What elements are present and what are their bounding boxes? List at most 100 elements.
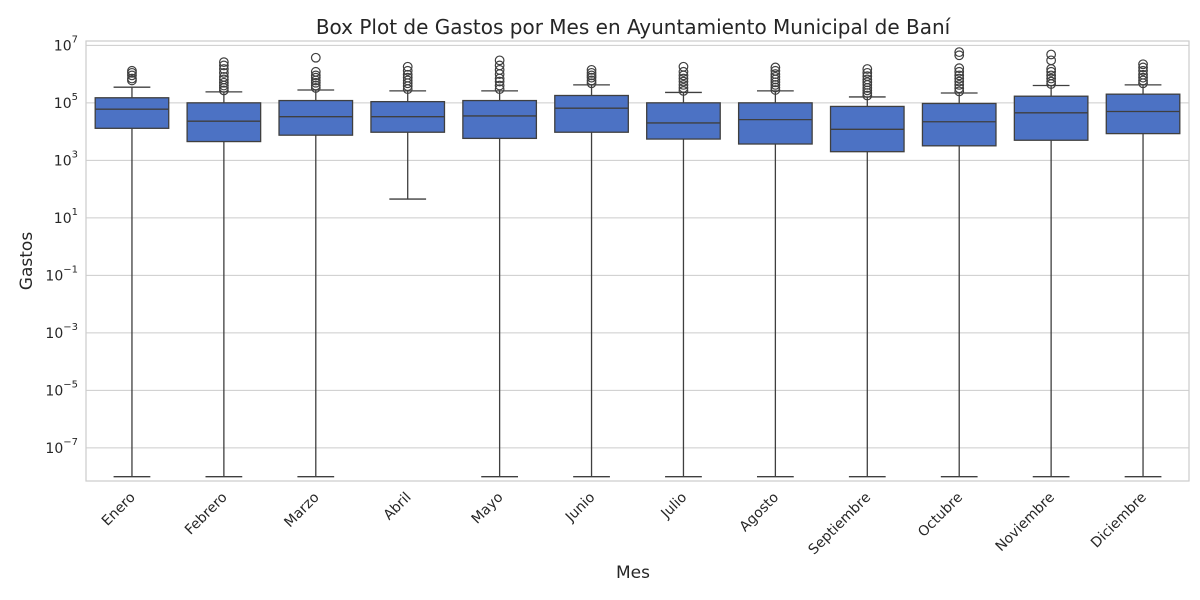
y-tick-label: 107 [54, 34, 78, 54]
outlier-point [218, 71, 229, 82]
box-julio [646, 61, 721, 478]
outlier-point [402, 72, 413, 83]
outlier-point [127, 70, 137, 81]
x-tick-label: Febrero [182, 490, 231, 539]
outlier-point [770, 85, 781, 95]
iqr-box [554, 94, 629, 133]
outlier-point [1138, 69, 1148, 80]
outlier-point [678, 83, 689, 93]
y-tick-label: 10−5 [45, 379, 78, 399]
outlier-point [954, 70, 965, 81]
x-tick-label: Octubre [915, 490, 966, 541]
outlier-point [586, 75, 597, 86]
box-abril [370, 61, 446, 200]
outlier-point [678, 80, 689, 90]
outlier-point [770, 62, 781, 73]
outlier-point [1138, 65, 1148, 76]
x-tick-label: Julio [658, 490, 691, 523]
outlier-point [586, 64, 597, 75]
x-tick-label: Agosto [737, 490, 783, 536]
outlier-point [586, 78, 597, 89]
outlier-point [218, 67, 229, 78]
outlier-point [1138, 75, 1148, 86]
outlier-point [127, 65, 137, 76]
outlier-point [586, 70, 597, 81]
outlier-point [862, 71, 873, 82]
y-tick-label: 10−1 [45, 264, 78, 284]
outlier-point [954, 73, 965, 84]
outlier-point [862, 90, 873, 101]
y-axis-ticks: 107 105 103 101 10−1 10−3 10−5 10−7 [45, 34, 78, 457]
outlier-point [402, 61, 413, 72]
outlier-point [862, 74, 873, 85]
box-junio [554, 64, 629, 478]
box-febrero [186, 57, 262, 478]
x-tick-label: Mayo [469, 490, 507, 528]
outlier-point [494, 76, 505, 87]
outlier-point [678, 66, 689, 77]
x-tick-label: Marzo [281, 490, 322, 531]
box-mayo [462, 55, 538, 478]
iqr-box [1105, 93, 1181, 135]
outlier-point [402, 65, 413, 76]
outlier-point [862, 77, 873, 88]
outlier-point [218, 77, 229, 88]
x-tick-label: Abril [381, 490, 415, 524]
outlier-point [402, 75, 413, 86]
x-axis-ticks: Enero Febrero Marzo Abril Mayo Junio Julio Agos… [99, 490, 1150, 559]
outlier-point [678, 76, 689, 87]
outlier-point [127, 73, 137, 84]
outlier-point [494, 80, 505, 91]
outlier-point [954, 47, 965, 58]
outlier-point [1046, 76, 1057, 87]
outlier-point [402, 69, 413, 80]
outlier-point [1046, 70, 1057, 81]
box-enero [94, 65, 170, 478]
y-tick-label: 103 [54, 149, 78, 169]
box-diciembre [1105, 59, 1181, 478]
outlier-point [954, 80, 965, 90]
outlier-point [218, 57, 229, 68]
outlier-point [310, 80, 321, 91]
x-tick-label: Noviembre [993, 490, 1058, 555]
outlier-point [770, 65, 781, 76]
y-tick-label: 101 [54, 207, 78, 227]
outlier-point [954, 63, 965, 74]
outlier-point [862, 64, 873, 74]
outlier-point [586, 67, 597, 78]
outlier-point [1046, 73, 1057, 84]
outlier-point [1138, 72, 1148, 83]
outlier-point [954, 66, 965, 77]
outlier-point [1138, 59, 1148, 70]
box-septiembre [829, 64, 905, 478]
outlier-point [1046, 55, 1057, 66]
grid-lines [86, 44, 1189, 449]
outlier-point [310, 70, 321, 81]
plot-frame [85, 40, 1190, 482]
iqr-box [921, 102, 997, 147]
outlier-point [494, 55, 505, 66]
outlier-point [218, 85, 229, 96]
box-marzo [278, 52, 354, 478]
y-tick-label: 10−7 [45, 437, 78, 457]
outlier-point [218, 74, 229, 85]
outlier-point [678, 85, 689, 96]
outlier-point [494, 64, 505, 75]
outlier-point [310, 66, 321, 77]
outlier-point [678, 73, 689, 84]
x-tick-label: Enero [99, 490, 139, 530]
box-agosto [737, 62, 813, 478]
iqr-box [646, 102, 721, 140]
y-tick-label: 105 [54, 92, 78, 112]
outlier-point [310, 83, 321, 93]
iqr-box [737, 102, 813, 145]
box-octubre [921, 47, 997, 478]
iqr-box [94, 97, 170, 129]
x-tick-label: Diciembre [1088, 490, 1150, 552]
outlier-point [954, 50, 965, 61]
outlier-point [770, 69, 781, 79]
outlier-point [494, 84, 505, 95]
x-tick-label: Junio [562, 490, 598, 526]
x-axis-label: Mes [616, 563, 650, 583]
iqr-box [462, 99, 538, 140]
